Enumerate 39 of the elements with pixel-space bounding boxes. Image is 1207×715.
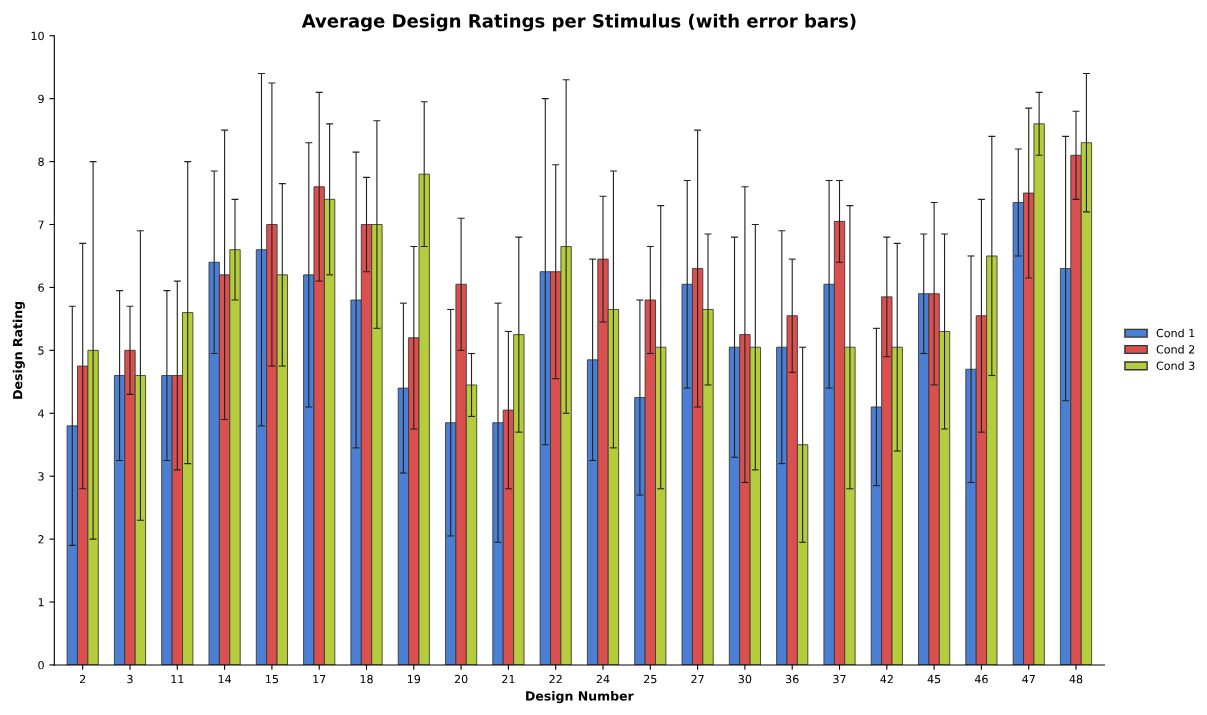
- y-tick-label: 8: [38, 157, 44, 166]
- x-tick-label: 36: [785, 674, 799, 684]
- x-tick-label: 25: [644, 674, 657, 684]
- y-tick-label: 6: [38, 283, 44, 292]
- x-tick-label: 20: [454, 674, 468, 684]
- x-axis-title: Design Number: [526, 690, 634, 704]
- y-tick-label: 7: [38, 220, 44, 229]
- x-tick-label: 42: [880, 674, 893, 684]
- x-tick-label: 30: [738, 674, 752, 684]
- y-tick-label: 0: [38, 660, 44, 670]
- y-tick-label: 9: [38, 94, 44, 104]
- x-tick-label: 15: [266, 675, 278, 684]
- x-tick-label: 21: [502, 674, 515, 684]
- y-tick-label: 10: [31, 31, 44, 41]
- x-tick-label: 19: [407, 674, 421, 684]
- x-tick-label: 18: [360, 674, 373, 684]
- x-tick-label: 14: [218, 675, 232, 684]
- x-tick-label: 22: [549, 674, 562, 684]
- x-tick-label: 48: [1069, 674, 1083, 684]
- chart-title: Average Design Ratings per Stimulus (with error bars): [301, 13, 856, 32]
- y-tick-label: 5: [38, 346, 44, 355]
- y-tick-label: 4: [38, 409, 44, 418]
- x-tick-label: 24: [596, 674, 610, 684]
- x-tick-label: 3: [127, 674, 133, 684]
- legend-label: Cond 1: [1156, 328, 1195, 338]
- x-tick-label: 27: [691, 674, 704, 684]
- x-tick-label: 11: [171, 675, 184, 684]
- x-tick-label: 2: [79, 674, 86, 684]
- x-tick-label: 17: [313, 675, 326, 684]
- legend-label: Cond 2: [1156, 344, 1195, 354]
- x-tick-label: 45: [927, 675, 941, 684]
- x-tick-label: 47: [1022, 675, 1035, 684]
- y-tick-label: 1: [38, 598, 44, 607]
- y-tick-label: 3: [38, 472, 44, 481]
- legend-label: Cond 3: [1156, 361, 1195, 370]
- x-tick-label: 37: [833, 674, 846, 684]
- y-tick-label: 2: [38, 535, 44, 544]
- x-tick-label: 46: [974, 674, 988, 684]
- y-axis-title: Design Rating: [12, 301, 25, 399]
